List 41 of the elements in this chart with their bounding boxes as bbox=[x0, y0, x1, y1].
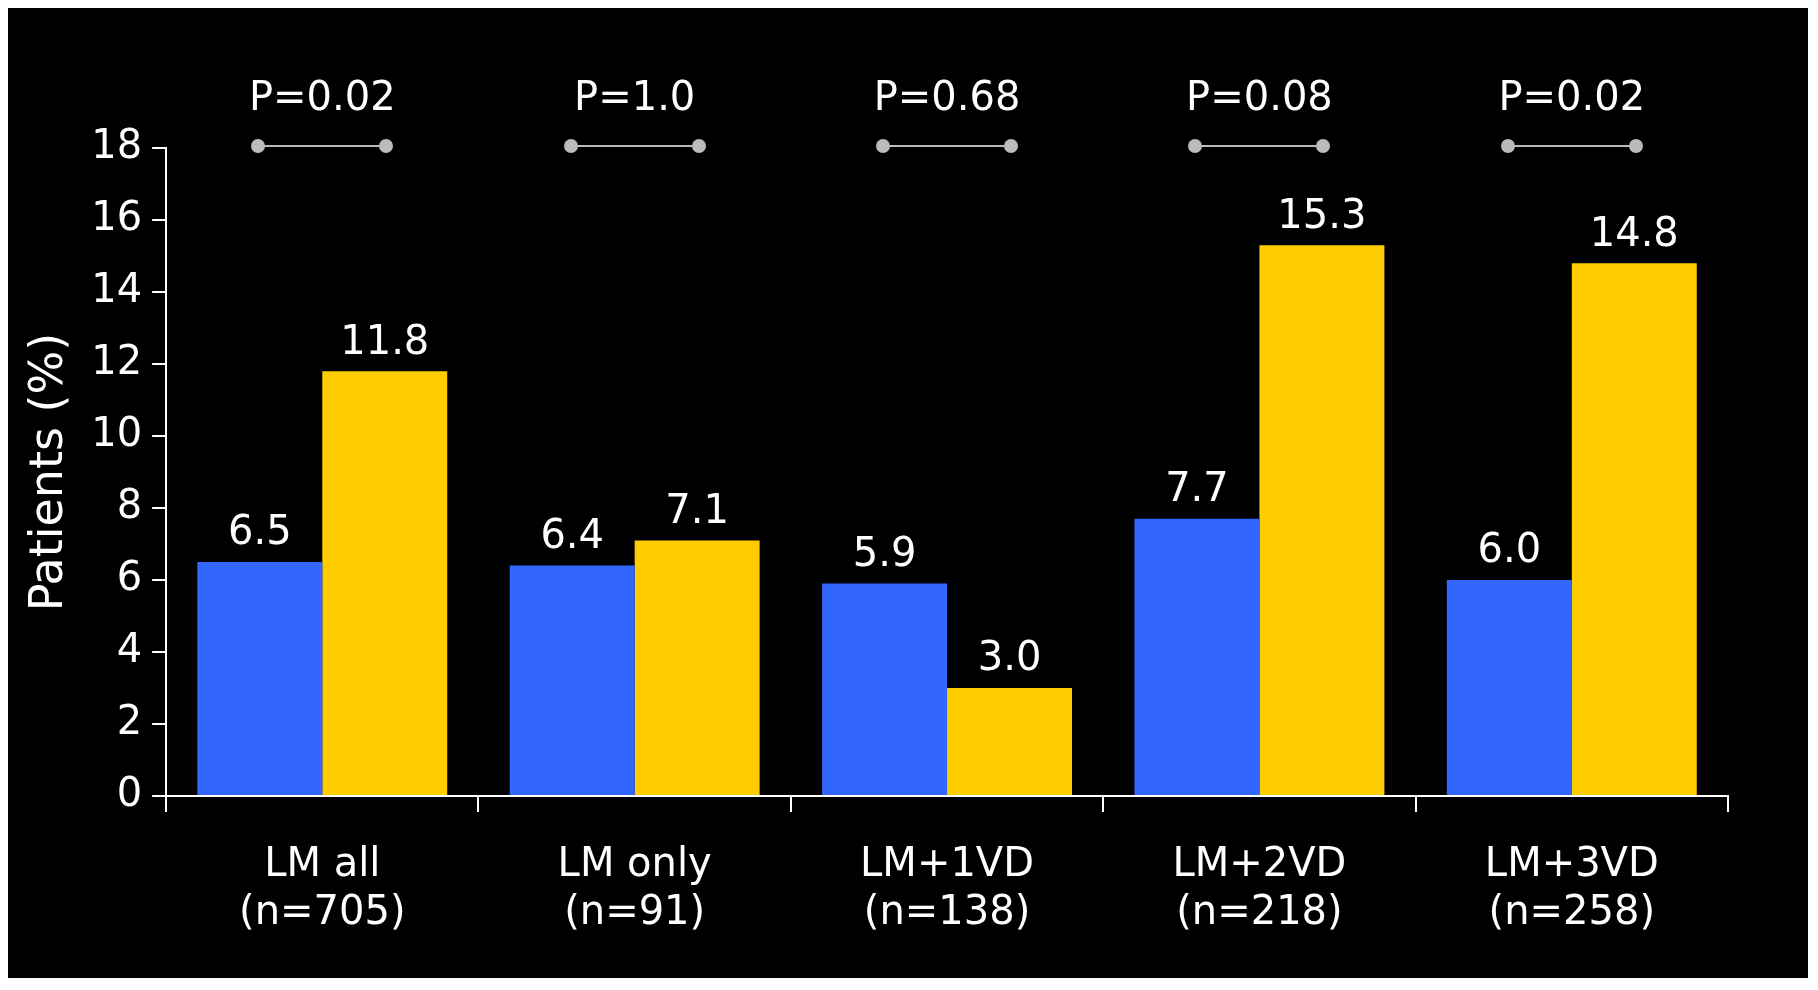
text: P=0.08 bbox=[1186, 73, 1333, 120]
x-tick-label: LM all (n=705) bbox=[239, 839, 406, 934]
y-tick-label: 2 bbox=[116, 697, 143, 744]
data-label: 7.7 bbox=[1165, 464, 1229, 511]
text: P=0.02 bbox=[1498, 73, 1646, 120]
y-tick-label: 6 bbox=[116, 553, 143, 600]
bar bbox=[1134, 518, 1260, 795]
data-label: 5.9 bbox=[852, 528, 917, 575]
x-tick-label: LM+2VD (n=218) bbox=[1172, 839, 1347, 934]
y-tick-label: 4 bbox=[116, 625, 143, 672]
data-label: 3.0 bbox=[977, 633, 1042, 680]
y-tick-label: 8 bbox=[116, 481, 143, 528]
data-label: 6.4 bbox=[540, 510, 605, 557]
x-tick-label: LM+1VD (n=138) bbox=[860, 839, 1035, 934]
bar bbox=[509, 565, 635, 795]
data-label: 6.0 bbox=[1477, 525, 1542, 572]
bar bbox=[822, 583, 948, 795]
y-tick-label: 12 bbox=[91, 337, 143, 384]
x-tick-label: LM+3VD (n=258) bbox=[1484, 839, 1659, 934]
y-axis-title: Patients (%) bbox=[18, 332, 73, 612]
data-label: 11.8 bbox=[340, 316, 430, 363]
bar bbox=[634, 540, 760, 795]
y-tick-label: 14 bbox=[91, 265, 143, 312]
text: P=0.02 bbox=[248, 73, 396, 120]
bar bbox=[1446, 580, 1572, 795]
bar bbox=[197, 562, 323, 795]
data-label: 14.8 bbox=[1589, 208, 1679, 255]
data-label: 7.1 bbox=[665, 485, 729, 532]
bar bbox=[1259, 245, 1385, 795]
data-label: 15.3 bbox=[1277, 190, 1367, 237]
y-tick-label: 0 bbox=[116, 769, 143, 816]
bar bbox=[947, 688, 1072, 795]
text: P=1.0 bbox=[574, 73, 696, 120]
data-label: 6.5 bbox=[228, 507, 292, 554]
y-tick-label: 18 bbox=[91, 121, 143, 168]
bar bbox=[322, 371, 448, 795]
y-tick-label: 16 bbox=[91, 193, 143, 240]
y-tick-label: 10 bbox=[91, 409, 143, 456]
text: P=0.68 bbox=[873, 73, 1021, 120]
x-tick-label: LM only (n=91) bbox=[557, 839, 712, 934]
bar bbox=[1571, 263, 1697, 795]
